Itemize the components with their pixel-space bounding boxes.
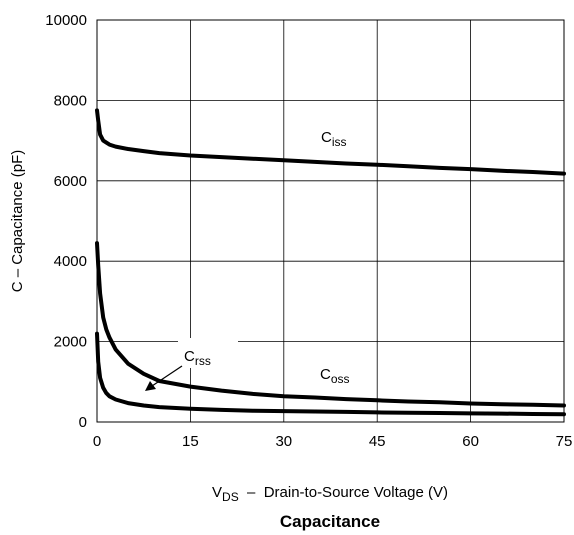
x-axis-label-main: V: [212, 484, 222, 501]
x-tick-label: 30: [275, 433, 292, 450]
series-line-crss: [95, 331, 566, 417]
x-axis-label-rest: – Drain-to-Source Voltage (V): [239, 484, 448, 501]
series-label-ciss-sub: iss: [332, 135, 347, 149]
y-tick-label: 4000: [54, 253, 87, 270]
y-tick-label: 10000: [45, 12, 87, 29]
y-tick-labels: 0 2000 4000 6000 8000 10000: [45, 12, 87, 431]
y-tick-label: 8000: [54, 92, 87, 109]
series-layer: [95, 108, 566, 417]
series-line-ciss: [95, 108, 566, 176]
series-label-ciss: Ciss: [313, 120, 361, 150]
series-label-crss-main: C: [184, 348, 195, 365]
y-tick-label: 6000: [54, 173, 87, 190]
x-tick-label: 60: [462, 433, 479, 450]
series-label-crss-sub: rss: [195, 354, 211, 368]
series-label-coss-sub: oss: [331, 372, 350, 386]
x-tick-label: 45: [369, 433, 386, 450]
x-axis-label-sub: DS: [222, 490, 239, 504]
y-axis-label: C – Capacitance (pF): [9, 150, 26, 293]
series-line-coss: [95, 241, 566, 408]
svg-text:Ciss: Ciss: [321, 129, 347, 149]
x-tick-label: 0: [93, 433, 101, 450]
x-axis-label: VDS – Drain-to-Source Voltage (V): [212, 484, 448, 504]
y-tick-label: 2000: [54, 334, 87, 351]
svg-text:Coss: Coss: [320, 366, 350, 386]
series-label-coss: Coss: [314, 356, 366, 386]
series-label-coss-main: C: [320, 366, 331, 383]
x-tick-label: 15: [182, 433, 199, 450]
series-label-crss: Crss: [178, 338, 238, 368]
svg-text:Crss: Crss: [184, 348, 211, 368]
crss-pointer-arrow: [145, 365, 183, 391]
x-tick-label: 75: [556, 433, 573, 450]
chart-title: Capacitance: [280, 512, 380, 531]
x-tick-labels: 0 15 30 45 60 75: [93, 433, 573, 450]
plot-frame: [96, 19, 565, 423]
y-tick-label: 0: [79, 414, 87, 431]
grid-lines: [97, 20, 564, 422]
series-label-ciss-main: C: [321, 129, 332, 146]
